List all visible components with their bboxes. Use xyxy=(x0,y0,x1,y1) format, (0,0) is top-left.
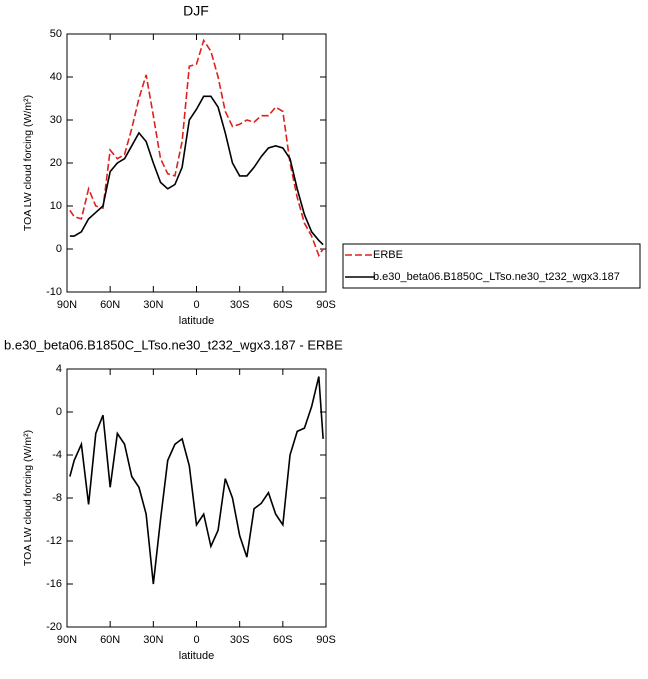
y-tick-label: -16 xyxy=(46,578,62,590)
x-axis-label: latitude xyxy=(179,650,214,662)
x-tick-label: 90S xyxy=(316,634,336,646)
y-tick-label: 40 xyxy=(50,71,62,83)
y-tick-label: -8 xyxy=(52,492,62,504)
y-tick-label: 50 xyxy=(50,28,62,40)
x-tick-label: 30N xyxy=(143,299,163,311)
y-tick-label: -20 xyxy=(46,621,62,633)
chart-title: DJF xyxy=(183,3,209,19)
y-tick-label: 10 xyxy=(50,200,62,212)
y-tick-label: 20 xyxy=(50,157,62,169)
legend-label: b.e30_beta06.B1850C_LTso.ne30_t232_wgx3.… xyxy=(373,271,620,283)
x-tick-label: 0 xyxy=(193,299,199,311)
x-tick-label: 60S xyxy=(273,634,293,646)
x-tick-label: 30S xyxy=(230,634,250,646)
x-tick-label: 30S xyxy=(230,299,250,311)
chart-title: b.e30_beta06.B1850C_LTso.ne30_t232_wgx3.… xyxy=(4,337,343,352)
x-tick-label: 90N xyxy=(57,299,77,311)
x-tick-label: 90N xyxy=(57,634,77,646)
data-line xyxy=(69,38,324,258)
data-line xyxy=(69,376,324,585)
legend-box xyxy=(342,243,641,289)
y-tick-label: -12 xyxy=(46,535,62,547)
data-line xyxy=(69,95,324,246)
y-tick-label: 0 xyxy=(56,243,62,255)
y-tick-label: -4 xyxy=(52,449,62,461)
y-tick-label: -10 xyxy=(46,286,62,298)
y-tick-label: 30 xyxy=(50,114,62,126)
y-tick-label: 4 xyxy=(56,363,62,375)
plot-frame xyxy=(66,368,327,628)
y-axis-label: TOA LW cloud forcing (W/m²) xyxy=(22,95,34,231)
legend-label: ERBE xyxy=(373,249,403,261)
x-tick-label: 30N xyxy=(143,634,163,646)
x-tick-label: 60N xyxy=(100,299,120,311)
x-tick-label: 60N xyxy=(100,634,120,646)
plot-frame xyxy=(66,33,327,293)
x-tick-label: 90S xyxy=(316,299,336,311)
x-axis-label: latitude xyxy=(179,315,214,327)
x-tick-label: 60S xyxy=(273,299,293,311)
y-tick-label: 0 xyxy=(56,406,62,418)
y-axis-label: TOA LW cloud forcing (W/m²) xyxy=(22,430,34,566)
x-tick-label: 0 xyxy=(193,634,199,646)
